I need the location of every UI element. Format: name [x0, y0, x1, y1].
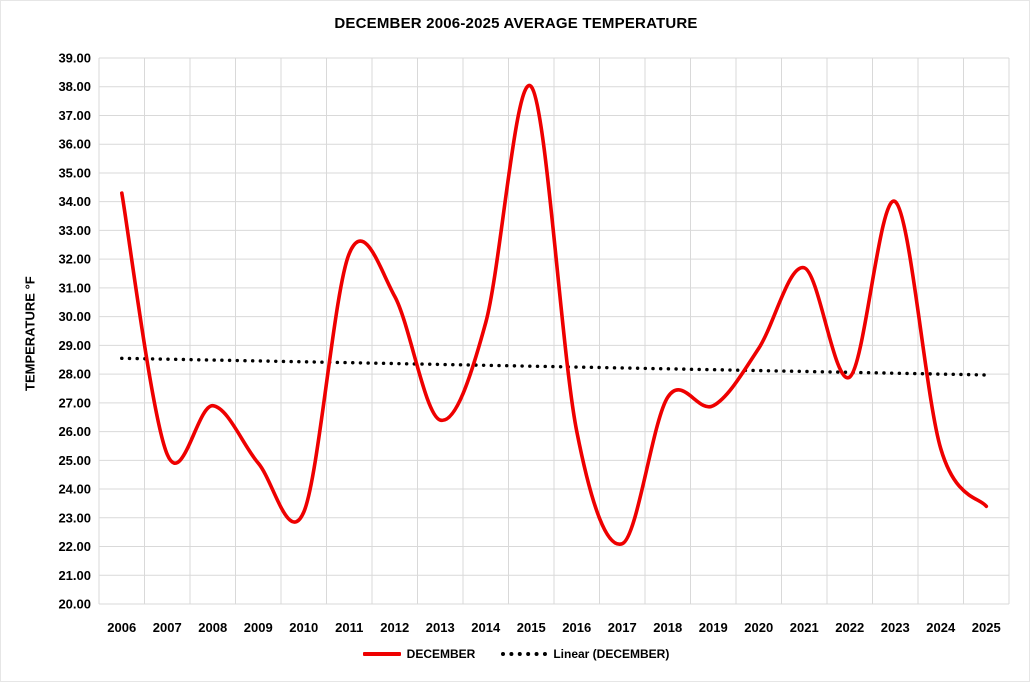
x-tick-label: 2014 — [471, 620, 501, 635]
x-tick-label: 2023 — [881, 620, 910, 635]
y-tick-label: 23.00 — [58, 510, 91, 525]
y-axis-title: TEMPERATURE °F — [22, 276, 38, 391]
y-tick-label: 39.00 — [58, 51, 91, 66]
y-tick-label: 20.00 — [58, 597, 91, 612]
chart-title: DECEMBER 2006-2025 AVERAGE TEMPERATURE — [334, 15, 698, 32]
y-tick-label: 33.00 — [58, 223, 91, 238]
x-tick-label: 2019 — [699, 620, 728, 635]
y-tick-label: 27.00 — [58, 395, 91, 410]
x-tick-label: 2010 — [289, 620, 318, 635]
x-tick-label: 2007 — [153, 620, 182, 635]
y-tick-label: 29.00 — [58, 338, 91, 353]
x-tick-label: 2018 — [653, 620, 682, 635]
y-tick-label: 22.00 — [58, 539, 91, 554]
x-tick-label: 2009 — [244, 620, 273, 635]
y-tick-label: 26.00 — [58, 424, 91, 439]
y-tick-label: 32.00 — [58, 252, 91, 267]
y-tick-label: 36.00 — [58, 137, 91, 152]
legend-item-linear: Linear (DECEMBER) — [501, 647, 669, 661]
x-tick-label: 2021 — [790, 620, 819, 635]
y-tick-label: 37.00 — [58, 108, 91, 123]
x-tick-label: 2022 — [835, 620, 864, 635]
y-tick-label: 24.00 — [58, 482, 91, 497]
x-tick-label: 2017 — [608, 620, 637, 635]
trend-line — [120, 356, 988, 377]
x-tick-label: 2011 — [335, 620, 363, 635]
december-line-swatch-icon — [362, 652, 401, 656]
legend-label-linear: Linear (DECEMBER) — [553, 647, 670, 661]
x-tick-label: 2008 — [198, 620, 227, 635]
x-tick-label: 2024 — [926, 620, 956, 635]
y-tick-label: 38.00 — [58, 79, 91, 94]
y-tick-label: 25.00 — [58, 453, 91, 468]
legend-item-december: DECEMBER — [362, 647, 476, 661]
y-tick-label: 30.00 — [58, 309, 91, 324]
y-tick-label: 21.00 — [58, 568, 91, 583]
x-tick-label: 2015 — [517, 620, 546, 635]
y-tick-label: 28.00 — [58, 367, 91, 382]
x-tick-label: 2016 — [562, 620, 591, 635]
linear-dotted-swatch-icon — [501, 652, 548, 656]
x-tick-label: 2013 — [426, 620, 455, 635]
y-tick-label: 31.00 — [58, 280, 91, 295]
y-tick-label: 34.00 — [58, 194, 91, 209]
x-tick-label: 2012 — [380, 620, 409, 635]
x-tick-label: 2025 — [972, 620, 1001, 635]
december-series-line — [120, 83, 989, 546]
x-tick-label: 2020 — [744, 620, 773, 635]
x-tick-label: 2006 — [107, 620, 136, 635]
legend-label-december: DECEMBER — [406, 647, 476, 661]
y-tick-label: 35.00 — [58, 165, 91, 180]
legend: DECEMBER Linear (DECEMBER) — [1, 647, 1029, 661]
